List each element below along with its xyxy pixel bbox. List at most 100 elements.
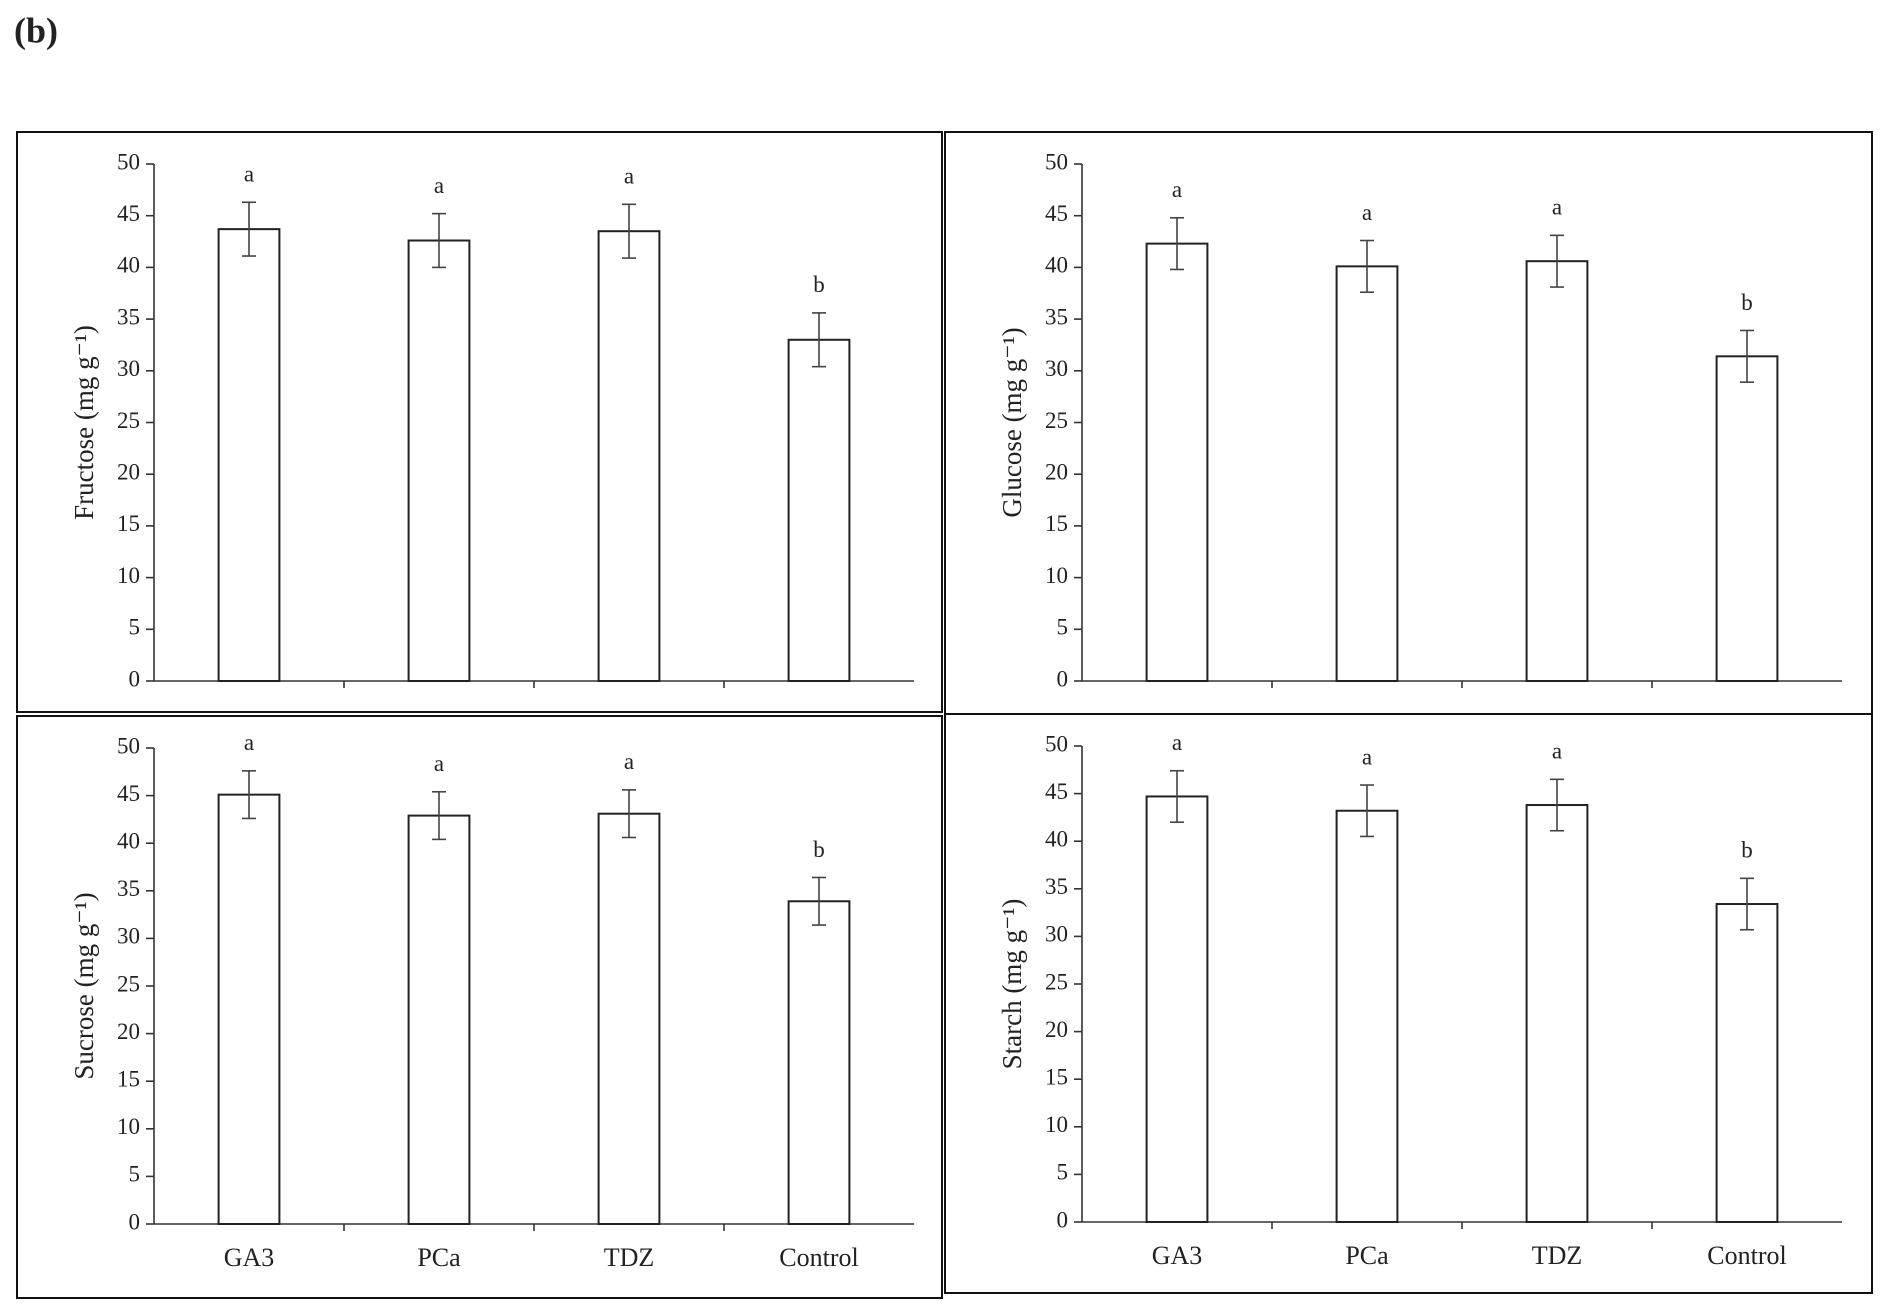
bar xyxy=(597,230,661,683)
bar xyxy=(787,338,851,682)
x-tick-label: Control xyxy=(1707,1241,1786,1270)
y-tick-label: 0 xyxy=(129,1209,141,1234)
y-tick-label: 15 xyxy=(1045,1064,1068,1089)
bar xyxy=(1335,809,1399,1224)
y-tick-label: 30 xyxy=(117,924,140,949)
y-tick-label: 10 xyxy=(117,1114,140,1139)
bar xyxy=(407,814,471,1225)
significance-letter: a xyxy=(1362,200,1372,225)
y-tick-label: 25 xyxy=(1045,408,1068,433)
significance-letter: b xyxy=(1741,838,1753,863)
x-tick-label: PCa xyxy=(1345,1241,1389,1270)
y-tick-label: 40 xyxy=(1045,826,1068,851)
y-tick-label: 10 xyxy=(1045,563,1068,588)
bar xyxy=(1145,795,1209,1223)
y-tick-label: 0 xyxy=(129,666,141,691)
x-tick-label: GA3 xyxy=(1152,1241,1203,1270)
error-bar xyxy=(1360,239,1374,294)
y-tick-label: 50 xyxy=(117,149,140,174)
error-bar xyxy=(1740,877,1754,931)
bar xyxy=(597,812,661,1225)
significance-letter: a xyxy=(624,164,634,189)
panel-frame xyxy=(944,713,1873,1294)
y-tick-label: 25 xyxy=(1045,969,1068,994)
y-tick-label: 35 xyxy=(1045,874,1068,899)
y-tick-label: 0 xyxy=(1057,1207,1069,1232)
significance-letter: b xyxy=(813,837,825,862)
bar xyxy=(1335,265,1399,682)
bar xyxy=(217,793,281,1225)
significance-letter: a xyxy=(1362,744,1372,769)
bar xyxy=(1525,804,1589,1223)
y-tick-label: 50 xyxy=(117,733,140,758)
y-tick-label: 5 xyxy=(129,1162,141,1187)
error-bar xyxy=(622,203,636,259)
x-tick-label: TDZ xyxy=(1532,1241,1583,1270)
y-tick-label: 10 xyxy=(1045,1112,1068,1137)
panel-frame xyxy=(16,715,943,1299)
y-tick-label: 20 xyxy=(117,459,140,484)
error-bar xyxy=(1740,329,1754,383)
bar xyxy=(407,239,471,683)
y-tick-label: 40 xyxy=(117,253,140,278)
error-bar xyxy=(622,789,636,839)
y-axis-label: Sucrose (mg g⁻¹) xyxy=(69,892,99,1079)
y-tick-label: 20 xyxy=(1045,1017,1068,1042)
y-tick-label: 15 xyxy=(117,1066,140,1091)
significance-letter: a xyxy=(244,162,254,187)
x-tick-label: GA3 xyxy=(224,1243,275,1272)
y-tick-label: 35 xyxy=(1045,304,1068,329)
y-tick-label: 0 xyxy=(1057,666,1069,691)
x-tick-label: TDZ xyxy=(604,1243,655,1272)
y-tick-label: 50 xyxy=(1045,731,1068,756)
significance-letter: a xyxy=(434,751,444,776)
bar xyxy=(1145,242,1209,682)
error-bar xyxy=(432,212,446,269)
error-bar xyxy=(812,876,826,926)
y-tick-label: 50 xyxy=(1045,149,1068,174)
bar xyxy=(1715,903,1779,1223)
y-tick-label: 45 xyxy=(1045,779,1068,804)
panel-frame xyxy=(16,131,943,713)
error-bar xyxy=(1550,778,1564,832)
y-tick-label: 15 xyxy=(117,511,140,536)
error-bar xyxy=(812,312,826,368)
significance-letter: a xyxy=(1552,195,1562,220)
y-tick-label: 20 xyxy=(1045,459,1068,484)
y-tick-label: 40 xyxy=(1045,253,1068,278)
y-tick-label: 5 xyxy=(1057,615,1069,640)
bar xyxy=(1715,355,1779,682)
x-tick-label: Control xyxy=(779,1243,858,1272)
y-tick-label: 25 xyxy=(117,971,140,996)
y-tick-label: 45 xyxy=(117,781,140,806)
panel-label: (b) xyxy=(14,10,58,50)
y-tick-label: 15 xyxy=(1045,511,1068,536)
significance-letter: b xyxy=(813,272,825,297)
y-tick-label: 10 xyxy=(117,563,140,588)
bar xyxy=(787,900,851,1225)
y-tick-label: 35 xyxy=(117,876,140,901)
y-tick-label: 30 xyxy=(1045,356,1068,381)
y-tick-label: 35 xyxy=(117,304,140,329)
y-axis-label: Glucose (mg g⁻¹) xyxy=(997,327,1027,517)
y-tick-label: 45 xyxy=(117,201,140,226)
error-bar xyxy=(1170,216,1184,271)
y-axis-label: Fructose (mg g⁻¹) xyxy=(69,325,99,520)
bar xyxy=(1525,260,1589,682)
y-tick-label: 30 xyxy=(1045,922,1068,947)
bar xyxy=(217,228,281,682)
significance-letter: a xyxy=(434,173,444,198)
x-tick-label: PCa xyxy=(417,1243,461,1272)
error-bar xyxy=(242,201,256,257)
significance-letter: a xyxy=(1172,177,1182,202)
y-tick-label: 5 xyxy=(129,615,141,640)
y-tick-label: 30 xyxy=(117,356,140,381)
error-bar xyxy=(432,790,446,841)
y-axis-label: Starch (mg g⁻¹) xyxy=(997,899,1027,1070)
significance-letter: a xyxy=(1172,730,1182,755)
error-bar xyxy=(1360,784,1374,838)
y-tick-label: 40 xyxy=(117,828,140,853)
error-bar xyxy=(242,770,256,820)
significance-letter: b xyxy=(1741,290,1753,315)
y-tick-label: 20 xyxy=(117,1019,140,1044)
